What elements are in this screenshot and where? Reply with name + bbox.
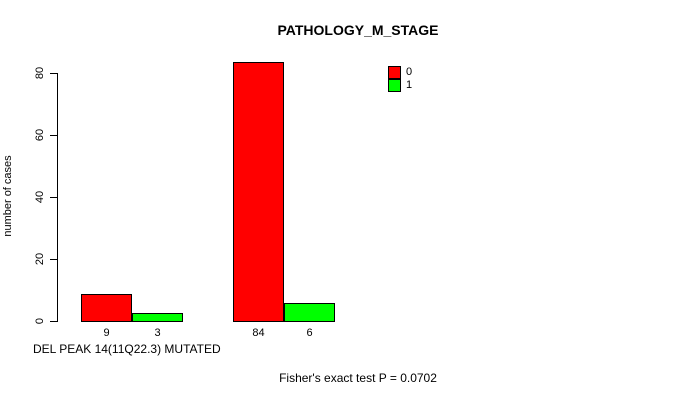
y-tick-label: 0 — [34, 317, 46, 325]
y-tick-label: 20 — [34, 252, 46, 266]
y-tick-label: 40 — [34, 190, 46, 204]
legend-row: 1 — [388, 79, 412, 92]
legend-label: 0 — [406, 66, 413, 78]
bar-series-0 — [81, 294, 132, 322]
y-tick-label: 80 — [34, 66, 46, 80]
x-axis-label: DEL PEAK 14(11Q22.3) MUTATED — [33, 342, 221, 356]
legend-swatch-0 — [388, 66, 401, 79]
bar-value-label: 84 — [252, 327, 265, 339]
bar-series-0 — [233, 62, 284, 322]
bar-value-label: 9 — [103, 327, 110, 339]
bar-series-1 — [284, 303, 335, 322]
y-axis-line — [57, 73, 58, 322]
y-tick — [50, 197, 57, 198]
footer-note: Fisher's exact test P = 0.0702 — [279, 371, 437, 385]
legend-row: 0 — [388, 66, 412, 79]
y-axis-label: number of cases — [2, 155, 14, 237]
bar-series-1 — [132, 313, 183, 322]
y-tick — [50, 321, 57, 322]
bar-value-label: 6 — [306, 327, 313, 339]
y-tick — [50, 135, 57, 136]
chart-title: PATHOLOGY_M_STAGE — [277, 22, 439, 38]
y-tick-label: 60 — [34, 128, 46, 142]
legend-label: 1 — [406, 79, 413, 91]
y-tick — [50, 259, 57, 260]
bar-value-label: 3 — [154, 327, 161, 339]
y-tick — [50, 73, 57, 74]
legend-swatch-1 — [388, 79, 401, 92]
